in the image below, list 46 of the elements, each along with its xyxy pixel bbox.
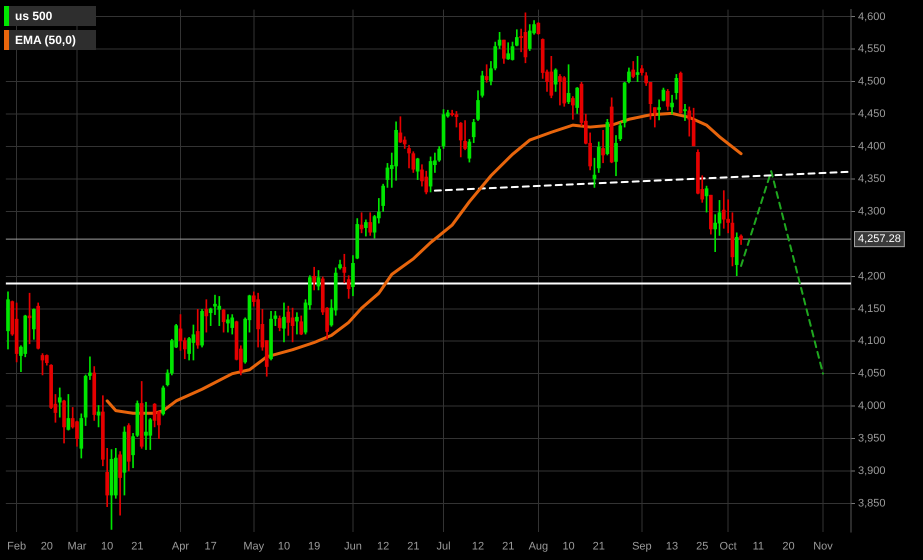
legend-box: EMA (50,0) <box>4 30 96 50</box>
x-tick-label: 21 <box>502 540 514 553</box>
x-tick-label: 19 <box>308 540 320 553</box>
x-tick-label: Feb <box>7 540 26 553</box>
y-tick-label: 4,050 <box>858 368 886 380</box>
x-tick-label: Nov <box>813 540 834 553</box>
x-tick-label: 21 <box>592 540 605 553</box>
x-tick-label: Jul <box>436 540 451 553</box>
y-tick-label: 4,500 <box>858 76 886 88</box>
y-tick-label: 4,400 <box>858 140 886 153</box>
x-tick-label: May <box>243 540 265 553</box>
y-tick-label: 4,000 <box>858 400 886 412</box>
x-tick-label: Jun <box>344 540 362 553</box>
x-tick-label: 12 <box>472 540 484 553</box>
y-tick-label: 4,600 <box>858 10 886 23</box>
legend-box: us 500 <box>4 6 96 26</box>
y-tick-label: 3,950 <box>858 432 886 445</box>
x-tick-label: 20 <box>40 540 53 553</box>
y-tick-label: 3,900 <box>858 465 886 478</box>
y-tick-label: 3,850 <box>858 497 886 510</box>
y-tick-label: 4,450 <box>858 108 886 120</box>
y-tick-label: 4,200 <box>858 270 886 282</box>
x-tick-label: Aug <box>528 540 548 553</box>
x-tick-label: 10 <box>278 540 290 553</box>
x-tick-label: 20 <box>782 540 795 553</box>
x-tick-label: Mar <box>68 540 87 553</box>
x-tick-label: 10 <box>562 540 575 553</box>
ref-line-label: 4,257.28 <box>858 233 901 246</box>
y-tick-label: 4,350 <box>858 173 886 186</box>
x-tick-label: 21 <box>131 540 144 553</box>
x-tick-label: 17 <box>204 540 217 553</box>
x-tick-label: 13 <box>666 540 678 553</box>
x-tick-label: 10 <box>101 540 114 553</box>
x-tick-label: Sep <box>632 540 652 553</box>
x-tick-label: 25 <box>696 540 708 553</box>
x-tick-label: Oct <box>720 540 737 553</box>
y-tick-label: 4,550 <box>858 43 886 56</box>
legend-label: EMA (50,0) <box>15 33 76 47</box>
y-tick-label: 4,300 <box>858 205 886 218</box>
x-tick-label: 11 <box>752 540 764 553</box>
x-tick-label: 21 <box>407 540 420 553</box>
legend-label: us 500 <box>15 9 52 23</box>
x-tick-label: 12 <box>377 540 390 553</box>
y-tick-label: 4,150 <box>858 302 886 315</box>
x-tick-label: Apr <box>172 540 190 553</box>
y-tick-label: 4,100 <box>858 335 886 348</box>
